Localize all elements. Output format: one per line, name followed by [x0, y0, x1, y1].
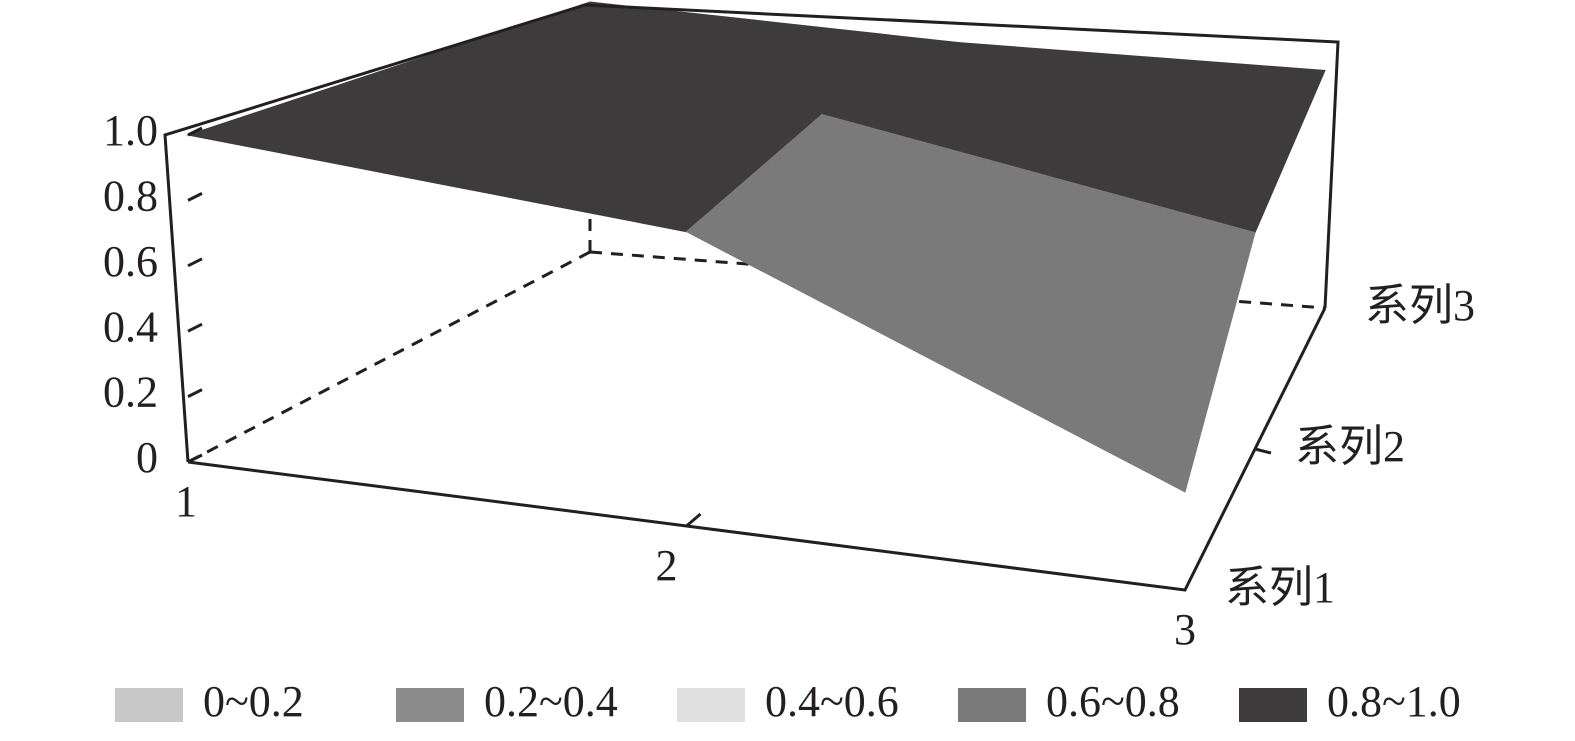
legend-swatch [396, 688, 464, 722]
z-tick-label: 0.8 [103, 171, 158, 220]
legend-label: 0.4~0.6 [765, 677, 899, 726]
x-tick-label: 3 [1174, 605, 1196, 654]
legend-swatch [677, 688, 745, 722]
z-tick-label: 0.4 [103, 302, 158, 351]
legend-label: 0.8~1.0 [1327, 677, 1461, 726]
legend-swatch [958, 688, 1026, 722]
x-tick-label: 1 [175, 477, 197, 526]
legend-swatch [115, 688, 183, 722]
legend-label: 0~0.2 [203, 677, 304, 726]
z-tick-label: 1.0 [103, 106, 158, 155]
z-tick-label: 0.6 [103, 237, 158, 286]
z-tick [187, 257, 203, 268]
z-tick [187, 192, 203, 202]
floor-edge [187, 250, 591, 464]
legend-label: 0.2~0.4 [484, 677, 618, 726]
series-label: 系列3 [1365, 281, 1475, 330]
x-tick [685, 512, 702, 528]
series-label: 系列2 [1295, 422, 1405, 471]
surface-patch [186, 67, 687, 233]
surface [186, 1, 1326, 493]
z-tick-label: 0.2 [103, 368, 158, 417]
z-tick [187, 126, 203, 137]
wall-frame [163, 3, 1340, 463]
x-tick-label: 2 [656, 541, 678, 590]
legend-swatch [1239, 688, 1307, 722]
series-label: 系列1 [1225, 563, 1335, 612]
legend-label: 0.6~0.8 [1046, 677, 1180, 726]
z-tick-label: 0 [136, 433, 158, 482]
z-tick [187, 388, 203, 398]
surface-patch [685, 113, 1186, 493]
z-tick [187, 453, 203, 464]
z-tick [187, 322, 203, 333]
y-tick [1254, 447, 1272, 455]
floor-frame [187, 307, 1327, 592]
